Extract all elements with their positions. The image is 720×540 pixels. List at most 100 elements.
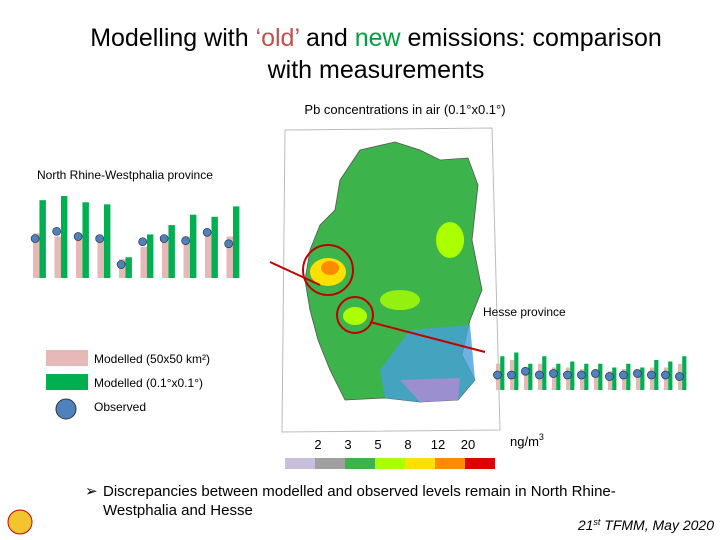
bar-coarse xyxy=(33,233,40,278)
bar-coarse xyxy=(140,246,147,278)
observed-marker xyxy=(675,372,684,381)
bar-fine xyxy=(528,363,533,390)
observed-marker xyxy=(535,370,544,380)
bar-fine xyxy=(570,361,575,390)
observed-marker xyxy=(647,370,656,380)
observed-marker xyxy=(116,260,126,269)
legend-marker xyxy=(55,398,77,420)
title-line-1: Modelling with ‘old’ and new emissions: … xyxy=(90,24,662,52)
title-line-2: with measurements xyxy=(267,56,485,84)
footer-part: TFMM, May 2020 xyxy=(600,517,714,533)
observed-marker xyxy=(591,369,600,378)
observed-marker xyxy=(633,369,642,378)
bar-fine xyxy=(640,367,645,390)
colorbar-swatch xyxy=(375,458,405,469)
colorbar-label: 2 xyxy=(314,437,321,452)
colorbar-unit: ng/m3 xyxy=(510,432,544,449)
bar-coarse xyxy=(205,231,212,278)
bar-fine xyxy=(598,363,603,390)
title-new: new xyxy=(355,24,402,52)
bar-fine xyxy=(39,200,46,278)
observed-marker xyxy=(507,370,516,380)
bar-fine xyxy=(542,356,547,390)
bar-fine xyxy=(584,363,589,390)
bar-fine xyxy=(514,352,519,390)
footer-part: 21 xyxy=(577,517,594,533)
legend-label: Observed xyxy=(94,400,146,414)
bar-coarse xyxy=(162,241,169,278)
observed-marker xyxy=(52,226,62,236)
colorbar-label: 8 xyxy=(404,437,411,452)
colorbar-label: 20 xyxy=(461,437,475,452)
bar-coarse xyxy=(594,369,599,390)
observed-marker xyxy=(563,370,572,380)
nrw-label: North Rhine-Westphalia province xyxy=(37,168,213,182)
bar-fine xyxy=(612,367,617,390)
observed-marker xyxy=(30,234,40,243)
bar-fine xyxy=(189,214,197,278)
observed-marker xyxy=(549,369,558,378)
unit-sup: 3 xyxy=(539,432,544,442)
bar-coarse xyxy=(76,236,83,278)
observed-marker xyxy=(577,370,586,380)
bar-fine xyxy=(654,360,659,390)
map-caption: Pb concentrations in air (0.1°x0.1°) xyxy=(304,102,505,117)
observed-marker xyxy=(661,370,670,380)
colorbar-swatch xyxy=(405,458,435,469)
bar-coarse xyxy=(54,236,61,278)
bar-fine xyxy=(146,234,154,278)
observed-marker xyxy=(181,236,190,245)
bar-fine xyxy=(211,216,218,278)
bullet-arrow: ➢ xyxy=(85,483,98,500)
observed-marker xyxy=(605,372,614,381)
hesse-label: Hesse province xyxy=(483,305,566,319)
colorbar-label: 3 xyxy=(344,437,351,452)
observed-marker xyxy=(493,370,502,380)
bar-fine xyxy=(82,202,89,278)
unit: ng/m xyxy=(510,434,539,449)
logo xyxy=(7,509,33,535)
observed-marker xyxy=(224,239,233,249)
observed-marker xyxy=(138,237,147,247)
bar-coarse xyxy=(183,236,190,278)
bar-coarse xyxy=(97,238,104,278)
map xyxy=(269,127,501,433)
colorbar-swatch xyxy=(315,458,345,469)
bullet-line-1: Discrepancies between modelled and obser… xyxy=(103,483,616,500)
legend-swatch xyxy=(46,374,88,390)
observed-marker xyxy=(159,234,169,243)
title-old: ‘old’ xyxy=(256,24,300,52)
colorbar-swatch xyxy=(435,458,465,469)
footer: 21st TFMM, May 2020 xyxy=(577,517,714,533)
bar-fine xyxy=(668,361,673,390)
bar-fine xyxy=(125,257,132,278)
bar-coarse xyxy=(552,367,557,390)
bar-fine xyxy=(500,356,505,390)
observed-marker xyxy=(95,234,105,243)
bar-fine xyxy=(60,196,68,278)
bar-coarse xyxy=(580,369,585,390)
bar-coarse xyxy=(636,371,641,390)
observed-marker xyxy=(73,232,83,241)
colorbar-swatch xyxy=(465,458,495,469)
bar-coarse xyxy=(622,369,627,390)
footer-sup: st xyxy=(593,517,601,527)
title-part: Modelling with xyxy=(90,24,255,52)
title-part: and xyxy=(299,24,355,52)
legend-label: Modelled (50x50 km²) xyxy=(94,352,210,366)
bar-fine xyxy=(232,206,240,278)
bar-fine xyxy=(103,204,111,278)
bar-fine xyxy=(626,363,631,390)
bar-fine xyxy=(168,225,175,278)
bar-fine xyxy=(682,356,687,390)
observed-marker xyxy=(521,366,530,376)
observed-marker xyxy=(202,228,212,237)
legend-swatch xyxy=(46,350,88,366)
colorbar-swatch xyxy=(285,458,315,469)
bullet-line-2: Westphalia and Hesse xyxy=(103,502,253,519)
bar-coarse xyxy=(226,236,233,278)
title-part: emissions: comparison xyxy=(401,24,662,52)
colorbar-swatch xyxy=(345,458,375,469)
colorbar-label: 12 xyxy=(431,437,445,452)
